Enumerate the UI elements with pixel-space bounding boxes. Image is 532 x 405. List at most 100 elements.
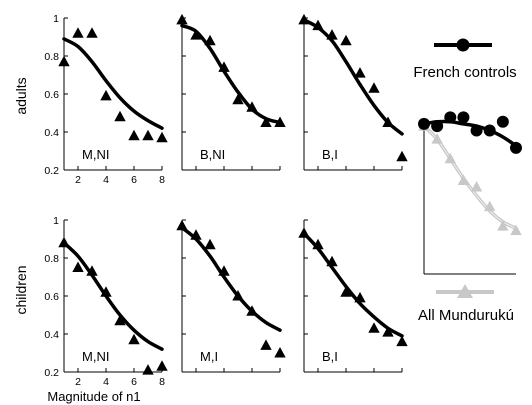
y-tick-label: 0.8 [44,51,59,63]
data-point [382,116,394,127]
data-point [114,110,126,122]
munduruku-data-point [444,152,456,164]
data-point [190,29,202,40]
data-point [128,333,140,345]
data-point [298,227,310,238]
data-point [326,29,338,40]
data-point [396,335,408,347]
y-tick-label: 0.4 [44,329,59,341]
y-tick-label: 0.6 [44,89,59,101]
data-point [382,326,394,337]
data-point [142,129,154,141]
data-point [86,265,98,276]
munduruku-data-point [484,200,496,212]
panel-grid: 0.2 0.4 0.6 0.8 1 2 4 6 8 M,NI B,NI B,I 0.2 0.4 0.6 0.8… [44,13,408,388]
panel-adults-b-ni: B,NI [176,13,286,171]
munduruku-data-point [470,181,483,192]
y-tick-label: 1 [53,215,59,227]
data-point [232,290,244,301]
data-point [72,261,84,272]
munduruku-data-point [457,174,470,185]
data-point [176,13,188,25]
data-point [312,19,324,31]
french-data-point [444,111,457,124]
data-point [260,116,272,127]
data-point [340,286,352,297]
munduruku-data-point [431,133,443,144]
data-point [218,265,230,276]
data-point [86,27,98,38]
x-tick-label: 4 [103,376,109,388]
fit-curve [180,23,282,125]
french-data-point [431,120,444,133]
panel-label: M,I [200,349,218,364]
y-tick-label: 0.2 [44,165,59,177]
y-tick-label: 0.6 [44,291,59,303]
y-tick-label: 0.8 [44,253,59,265]
data-point [142,364,154,375]
y-tick-label: 0.4 [44,127,59,139]
french-data-point [457,111,470,124]
data-point [58,236,70,248]
panel-children-b-i: B,I [298,219,408,373]
data-point [100,89,112,101]
data-point [260,339,272,350]
x-tick-label: 2 [75,174,81,186]
fit-curve [62,37,164,130]
data-point [190,229,202,240]
data-point [340,34,352,46]
data-point [156,131,168,143]
row-label-adults: adults [13,77,29,114]
data-point [100,286,112,297]
data-point [326,255,338,267]
data-point [396,150,408,162]
data-point [204,34,216,46]
data-point [274,347,286,358]
panel-adults-b-i: B,I [298,13,408,171]
data-point [298,13,310,25]
panel-children-m-i: M,I [176,219,286,373]
data-point [274,116,286,127]
panel-children-m-ni: 0.2 0.4 0.6 0.8 1 2 4 6 8 M,NI [44,215,168,388]
data-point [232,93,244,105]
data-point [58,55,70,67]
x-tick-label: 8 [159,376,165,388]
french-data-point [418,117,430,130]
data-point [354,291,366,303]
legend-french-marker [456,38,470,52]
data-point [204,238,216,250]
x-tick-label: 2 [75,376,81,388]
data-point [218,61,230,72]
y-tick-label: 0.2 [44,367,59,379]
legend-munduruku-marker [457,284,473,298]
summary-plot [418,111,522,275]
data-point [312,238,324,250]
french-data-point [510,141,522,154]
panel-label: M,NI [82,349,109,364]
french-data-point [496,115,509,128]
data-point [246,101,258,112]
y-tick-label: 1 [53,13,59,25]
legend-munduruku-label: All Mundurukú [418,307,514,324]
data-point [246,305,258,316]
row-label-children: children [13,265,29,314]
x-tick-label: 6 [131,174,137,186]
fit-curve [180,225,282,332]
x-tick-label: 6 [131,376,137,388]
panel-label: B,I [322,147,338,162]
legend-munduruku: All Mundurukú [418,284,514,324]
fit-curve [302,231,404,338]
x-axis-label: Magnitude of n1 [47,389,140,404]
panel-adults-m-ni: 0.2 0.4 0.6 0.8 1 2 4 6 8 M,NI [44,13,168,186]
data-point [156,360,168,371]
fit-curve [62,241,164,351]
french-data-point [470,124,483,137]
x-tick-label: 4 [103,174,109,186]
data-point [176,219,188,231]
french-data-point [483,124,496,137]
data-point [368,82,380,93]
legend-french-label: French controls [413,64,516,81]
panel-label: B,I [322,349,338,364]
data-point [128,129,140,141]
